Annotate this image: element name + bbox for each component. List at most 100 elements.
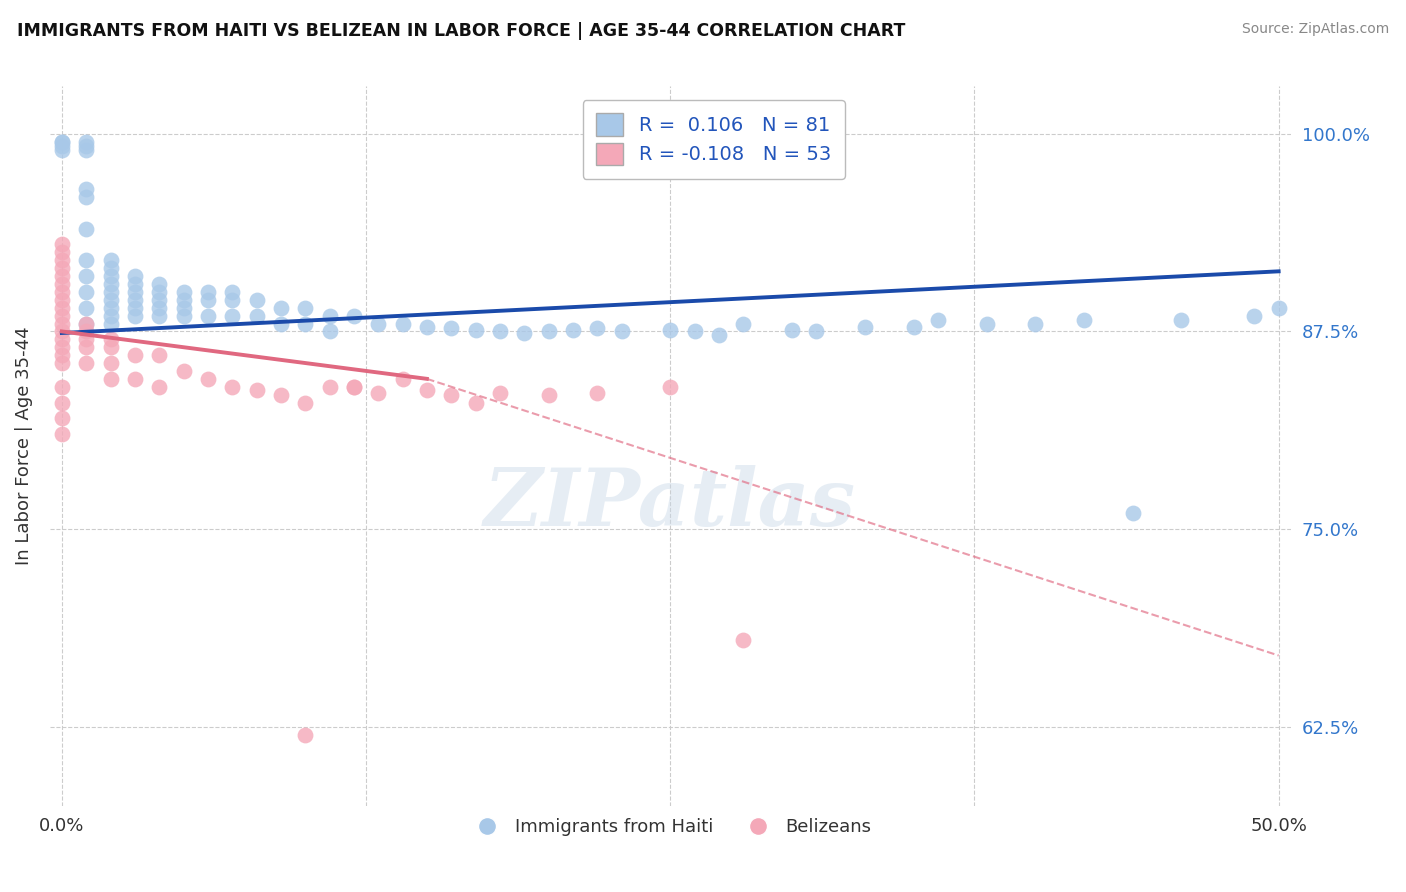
- Point: [51, 348, 73, 362]
- Point: [148, 285, 170, 299]
- Point: [610, 325, 633, 339]
- Point: [51, 277, 73, 291]
- Point: [51, 317, 73, 331]
- Point: [733, 317, 755, 331]
- Point: [75, 182, 97, 196]
- Point: [75, 221, 97, 235]
- Point: [51, 325, 73, 339]
- Point: [294, 395, 316, 409]
- Point: [51, 139, 73, 153]
- Point: [903, 319, 925, 334]
- Point: [100, 293, 122, 307]
- Point: [1243, 309, 1265, 323]
- Point: [270, 387, 292, 401]
- Point: [173, 301, 195, 315]
- Point: [1073, 313, 1095, 327]
- Point: [294, 301, 316, 315]
- Point: [173, 285, 195, 299]
- Point: [489, 386, 512, 401]
- Point: [853, 319, 876, 334]
- Point: [780, 323, 803, 337]
- Point: [294, 317, 316, 331]
- Point: [51, 427, 73, 442]
- Point: [148, 277, 170, 291]
- Point: [124, 277, 146, 291]
- Point: [1267, 301, 1289, 315]
- Point: [51, 293, 73, 307]
- Point: [173, 309, 195, 323]
- Point: [659, 380, 682, 394]
- Point: [294, 727, 316, 741]
- Point: [75, 135, 97, 149]
- Point: [197, 285, 219, 299]
- Point: [124, 348, 146, 362]
- Point: [51, 340, 73, 354]
- Point: [75, 139, 97, 153]
- Point: [173, 293, 195, 307]
- Point: [100, 309, 122, 323]
- Y-axis label: In Labor Force | Age 35-44: In Labor Force | Age 35-44: [15, 326, 32, 566]
- Point: [100, 332, 122, 346]
- Point: [100, 356, 122, 370]
- Point: [440, 321, 463, 335]
- Point: [100, 317, 122, 331]
- Point: [707, 327, 730, 342]
- Point: [51, 285, 73, 299]
- Point: [537, 325, 560, 339]
- Point: [440, 387, 463, 401]
- Point: [367, 317, 389, 331]
- Legend: Immigrants from Haiti, Belizeans: Immigrants from Haiti, Belizeans: [463, 811, 879, 844]
- Point: [659, 323, 682, 337]
- Point: [75, 269, 97, 284]
- Point: [51, 237, 73, 252]
- Point: [1024, 317, 1046, 331]
- Point: [537, 387, 560, 401]
- Point: [124, 285, 146, 299]
- Point: [976, 317, 998, 331]
- Point: [1170, 313, 1192, 327]
- Point: [75, 332, 97, 346]
- Point: [100, 253, 122, 268]
- Point: [197, 372, 219, 386]
- Point: [75, 356, 97, 370]
- Point: [245, 293, 267, 307]
- Point: [318, 309, 340, 323]
- Point: [51, 301, 73, 315]
- Point: [75, 325, 97, 339]
- Point: [51, 261, 73, 276]
- Point: [197, 293, 219, 307]
- Point: [100, 372, 122, 386]
- Point: [416, 319, 439, 334]
- Point: [245, 309, 267, 323]
- Point: [51, 245, 73, 260]
- Point: [124, 293, 146, 307]
- Point: [416, 383, 439, 397]
- Point: [75, 143, 97, 157]
- Point: [586, 386, 609, 401]
- Point: [75, 285, 97, 299]
- Point: [464, 323, 486, 337]
- Point: [391, 372, 413, 386]
- Point: [124, 372, 146, 386]
- Point: [148, 380, 170, 394]
- Point: [270, 317, 292, 331]
- Point: [927, 313, 949, 327]
- Point: [343, 309, 366, 323]
- Point: [51, 332, 73, 346]
- Point: [197, 309, 219, 323]
- Point: [148, 293, 170, 307]
- Point: [100, 277, 122, 291]
- Point: [221, 285, 243, 299]
- Point: [513, 326, 536, 340]
- Point: [51, 411, 73, 425]
- Text: Source: ZipAtlas.com: Source: ZipAtlas.com: [1241, 22, 1389, 37]
- Point: [75, 301, 97, 315]
- Point: [75, 253, 97, 268]
- Text: ZIPatlas: ZIPatlas: [484, 465, 856, 542]
- Point: [100, 269, 122, 284]
- Point: [318, 325, 340, 339]
- Point: [561, 323, 583, 337]
- Point: [733, 632, 755, 647]
- Point: [586, 321, 609, 335]
- Point: [148, 348, 170, 362]
